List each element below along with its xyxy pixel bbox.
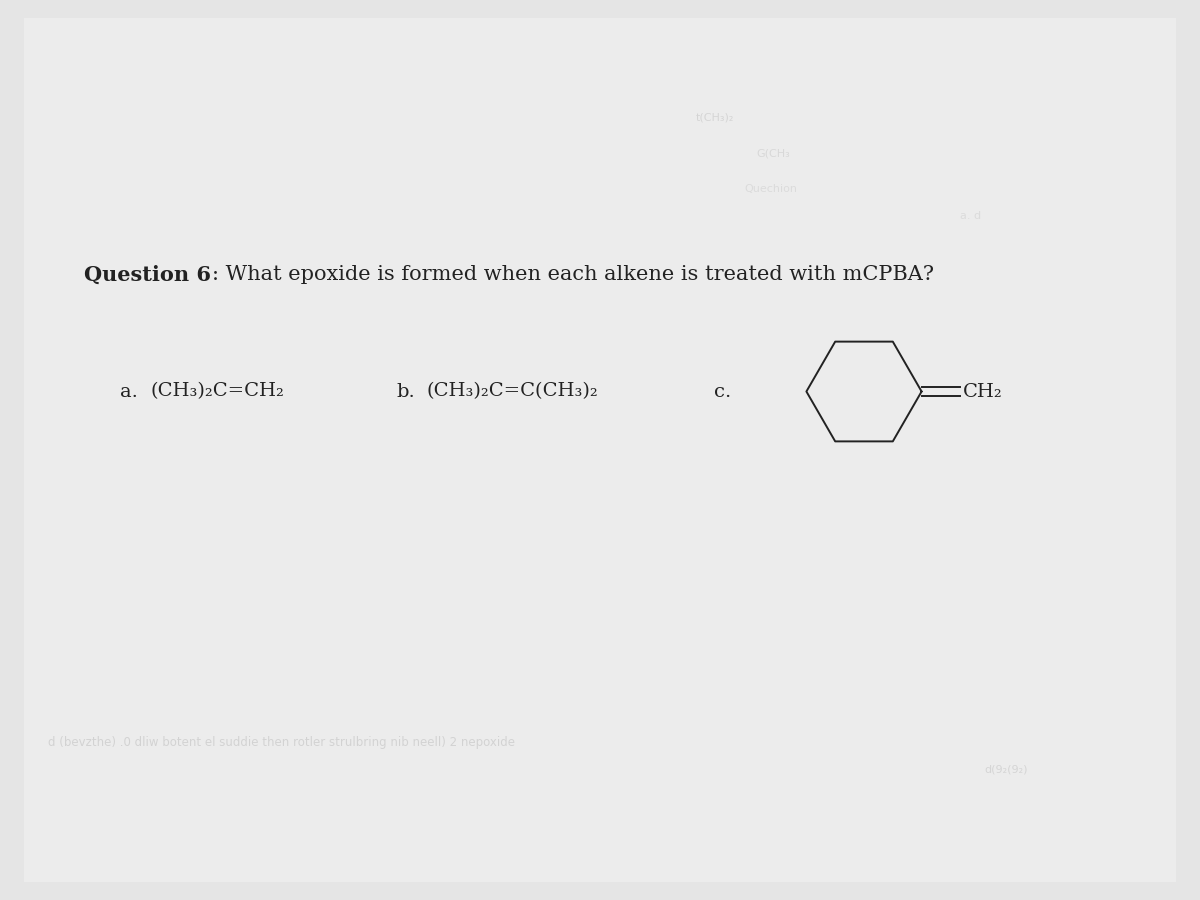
Text: : What epoxide is formed when each alkene is treated with mCPBA?: : What epoxide is formed when each alken… [212,265,935,284]
Text: Question 6: Question 6 [84,265,211,284]
Text: a. d: a. d [960,211,982,221]
Text: t(CH₃)₂: t(CH₃)₂ [696,112,734,122]
Text: d (bevzthe) .0 dliw botent el suddie then rotler strulbring nib neell) 2 nepoxid: d (bevzthe) .0 dliw botent el suddie the… [48,736,515,749]
Text: (CH₃)₂C=C(CH₃)₂: (CH₃)₂C=C(CH₃)₂ [426,382,598,400]
Text: Quechion: Quechion [744,184,797,194]
Text: CH₂: CH₂ [962,382,1002,400]
Text: d(9₂(9₂): d(9₂(9₂) [984,764,1027,775]
Text: b.: b. [396,382,415,400]
Text: a.: a. [120,382,138,400]
Text: G(CH₃: G(CH₃ [756,148,790,158]
Text: c.: c. [714,382,731,400]
Text: (CH₃)₂C=CH₂: (CH₃)₂C=CH₂ [150,382,284,400]
